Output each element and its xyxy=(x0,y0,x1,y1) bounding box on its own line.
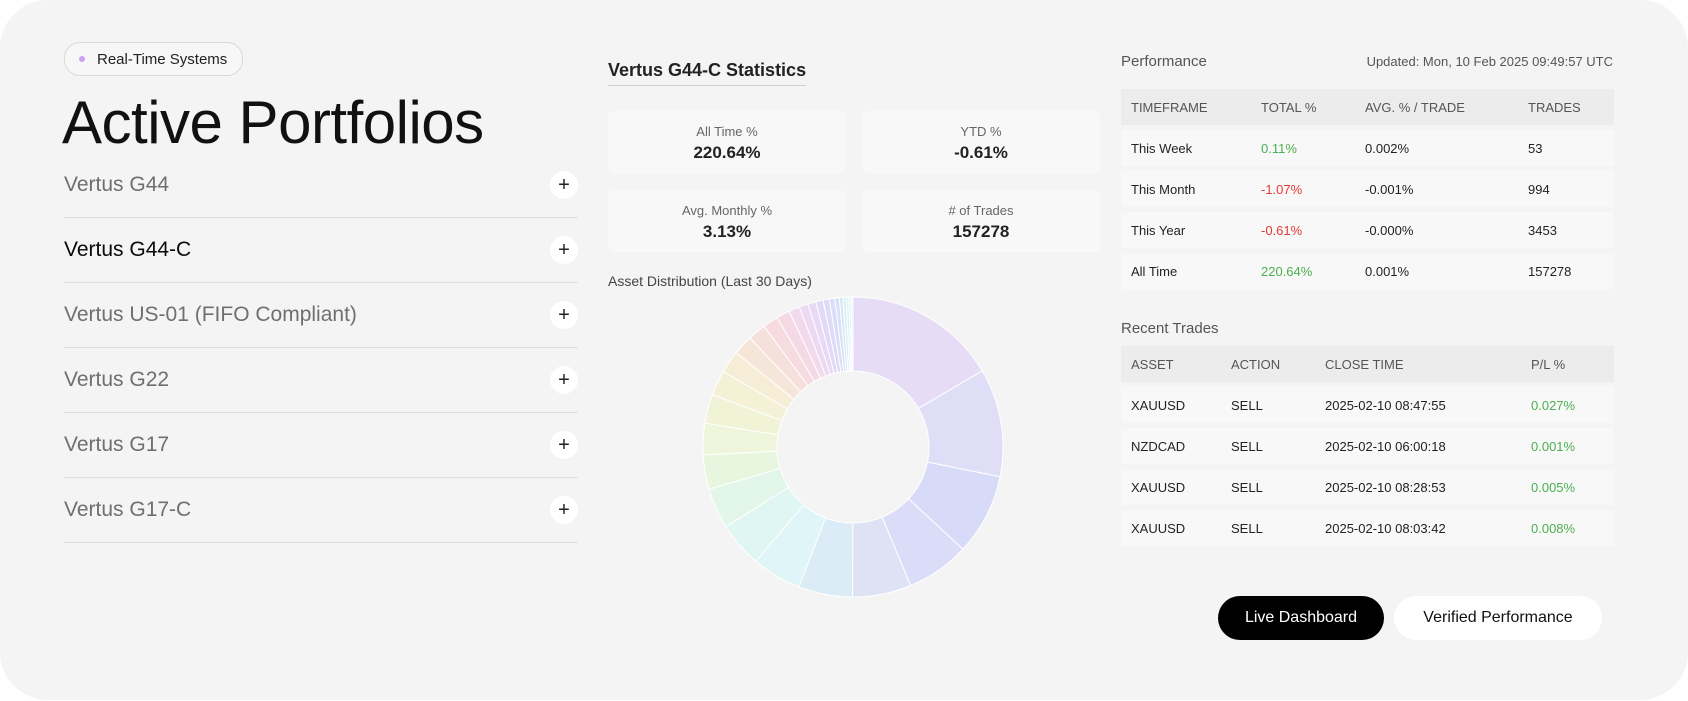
avg-cell: 0.001% xyxy=(1365,263,1410,279)
real-time-badge: Real-Time Systems xyxy=(64,42,244,76)
pl-cell: 0.001% xyxy=(1531,438,1576,454)
stat-label: Avg. Monthly % xyxy=(681,203,773,218)
trades-cell: 3453 xyxy=(1528,222,1557,238)
action-cell: SELL xyxy=(1231,438,1263,454)
close-time-cell: 2025-02-10 08:03:42 xyxy=(1325,520,1446,536)
avg-cell: -0.000% xyxy=(1365,222,1414,238)
stat-value: 220.64% xyxy=(693,143,761,162)
table-row: This Week 0.11% 0.002% 53 xyxy=(1121,130,1614,166)
stat-trades-count: # of Trades 157278 xyxy=(862,190,1100,252)
expand-plus-icon[interactable]: + xyxy=(550,171,578,199)
stat-all-time: All Time % 220.64% xyxy=(608,111,846,173)
stat-label: # of Trades xyxy=(948,203,1014,218)
header-cell: P/L % xyxy=(1531,356,1566,372)
trades-cell: 157278 xyxy=(1528,263,1572,279)
verified-performance-button[interactable]: Verified Performance xyxy=(1394,596,1602,640)
table-row: XAUUSD SELL 2025-02-10 08:47:55 0.027% xyxy=(1121,387,1614,423)
performance-label: Performance xyxy=(1121,53,1207,70)
header-cell: ACTION xyxy=(1231,356,1281,372)
expand-plus-icon[interactable]: + xyxy=(550,301,578,329)
asset-distribution-donut-chart xyxy=(702,296,1004,598)
expand-plus-icon[interactable]: + xyxy=(550,431,578,459)
portfolio-item-vertus-g44-c[interactable]: Vertus G44-C + xyxy=(64,218,578,283)
table-row: XAUUSD SELL 2025-02-10 08:03:42 0.008% xyxy=(1121,510,1614,546)
recent-trades-table: ASSET ACTION CLOSE TIME P/L % XAUUSD SEL… xyxy=(1121,346,1614,551)
trades-cell: 994 xyxy=(1528,181,1550,197)
timeframe-cell: This Year xyxy=(1131,222,1186,238)
portfolio-name: Vertus G17 xyxy=(64,433,170,456)
table-header-row: ASSET ACTION CLOSE TIME P/L % xyxy=(1121,346,1614,382)
performance-table: TIMEFRAME TOTAL % AVG. % / TRADE TRADES … xyxy=(1121,89,1614,294)
asset-cell: NZDCAD xyxy=(1131,438,1186,454)
stat-label: YTD % xyxy=(960,124,1002,139)
page-title: Active Portfolios xyxy=(62,89,484,156)
action-cell: SELL xyxy=(1231,479,1263,495)
portfolio-item-vertus-g17-c[interactable]: Vertus G17-C + xyxy=(64,478,578,543)
recent-trades-label: Recent Trades xyxy=(1121,320,1219,337)
action-cell: SELL xyxy=(1231,520,1263,536)
updated-timestamp: Updated: Mon, 10 Feb 2025 09:49:57 UTC xyxy=(1366,54,1613,69)
table-header-row: TIMEFRAME TOTAL % AVG. % / TRADE TRADES xyxy=(1121,89,1614,125)
donut-slice xyxy=(852,296,983,410)
status-dot-icon xyxy=(79,56,85,62)
portfolio-name: Vertus G44-C xyxy=(64,238,192,261)
timeframe-cell: This Week xyxy=(1131,140,1193,156)
donut-slice xyxy=(850,296,854,372)
total-cell: 0.11% xyxy=(1261,140,1297,156)
asset-cell: XAUUSD xyxy=(1131,479,1186,495)
header-cell: TRADES xyxy=(1528,99,1581,115)
header-cell: TOTAL % xyxy=(1261,99,1317,115)
pl-cell: 0.005% xyxy=(1531,479,1576,495)
portfolio-item-vertus-us-01[interactable]: Vertus US-01 (FIFO Compliant) + xyxy=(64,283,578,348)
portfolio-name: Vertus US-01 (FIFO Compliant) xyxy=(64,303,357,326)
header-cell: ASSET xyxy=(1131,356,1174,372)
close-time-cell: 2025-02-10 08:47:55 xyxy=(1325,397,1446,413)
badge-label: Real-Time Systems xyxy=(97,50,228,68)
portfolio-name: Vertus G22 xyxy=(64,368,170,391)
total-cell: -1.07% xyxy=(1261,181,1303,197)
asset-distribution-title: Asset Distribution (Last 30 Days) xyxy=(608,273,812,289)
action-cell: SELL xyxy=(1231,397,1263,413)
stat-value: 3.13% xyxy=(702,222,752,241)
stat-value: 157278 xyxy=(952,222,1010,241)
avg-cell: 0.002% xyxy=(1365,140,1410,156)
pl-cell: 0.008% xyxy=(1531,520,1576,536)
stats-title: Vertus G44-C Statistics xyxy=(608,60,807,86)
stat-value: -0.61% xyxy=(954,143,1008,162)
expand-plus-icon[interactable]: + xyxy=(550,496,578,524)
total-cell: 220.64% xyxy=(1261,263,1313,279)
trades-cell: 53 xyxy=(1528,140,1543,156)
table-row: All Time 220.64% 0.001% 157278 xyxy=(1121,253,1614,289)
table-row: XAUUSD SELL 2025-02-10 08:28:53 0.005% xyxy=(1121,469,1614,505)
total-cell: -0.61% xyxy=(1261,222,1303,238)
portfolio-list: Vertus G44 + Vertus G44-C + Vertus US-01… xyxy=(64,153,578,543)
portfolio-item-vertus-g22[interactable]: Vertus G22 + xyxy=(64,348,578,413)
avg-cell: -0.001% xyxy=(1365,181,1414,197)
header-cell: TIMEFRAME xyxy=(1131,99,1208,115)
portfolio-name: Vertus G44 xyxy=(64,173,170,196)
stat-avg-monthly: Avg. Monthly % 3.13% xyxy=(608,190,846,252)
expand-plus-icon[interactable]: + xyxy=(550,366,578,394)
expand-plus-icon[interactable]: + xyxy=(550,236,578,264)
portfolio-item-vertus-g17[interactable]: Vertus G17 + xyxy=(64,413,578,478)
header-cell: CLOSE TIME xyxy=(1325,356,1404,372)
pl-cell: 0.027% xyxy=(1531,397,1576,413)
close-time-cell: 2025-02-10 08:28:53 xyxy=(1325,479,1446,495)
close-time-cell: 2025-02-10 06:00:18 xyxy=(1325,438,1446,454)
table-row: This Year -0.61% -0.000% 3453 xyxy=(1121,212,1614,248)
asset-cell: XAUUSD xyxy=(1131,520,1186,536)
timeframe-cell: This Month xyxy=(1131,181,1196,197)
table-row: NZDCAD SELL 2025-02-10 06:00:18 0.001% xyxy=(1121,428,1614,464)
timeframe-cell: All Time xyxy=(1131,263,1178,279)
stat-ytd: YTD % -0.61% xyxy=(862,111,1100,173)
stat-label: All Time % xyxy=(696,124,758,139)
asset-cell: XAUUSD xyxy=(1131,397,1186,413)
header-cell: AVG. % / TRADE xyxy=(1365,99,1465,115)
table-row: This Month -1.07% -0.001% 994 xyxy=(1121,171,1614,207)
portfolio-item-vertus-g44[interactable]: Vertus G44 + xyxy=(64,153,578,218)
portfolio-name: Vertus G17-C xyxy=(64,498,192,521)
live-dashboard-button[interactable]: Live Dashboard xyxy=(1218,596,1384,640)
